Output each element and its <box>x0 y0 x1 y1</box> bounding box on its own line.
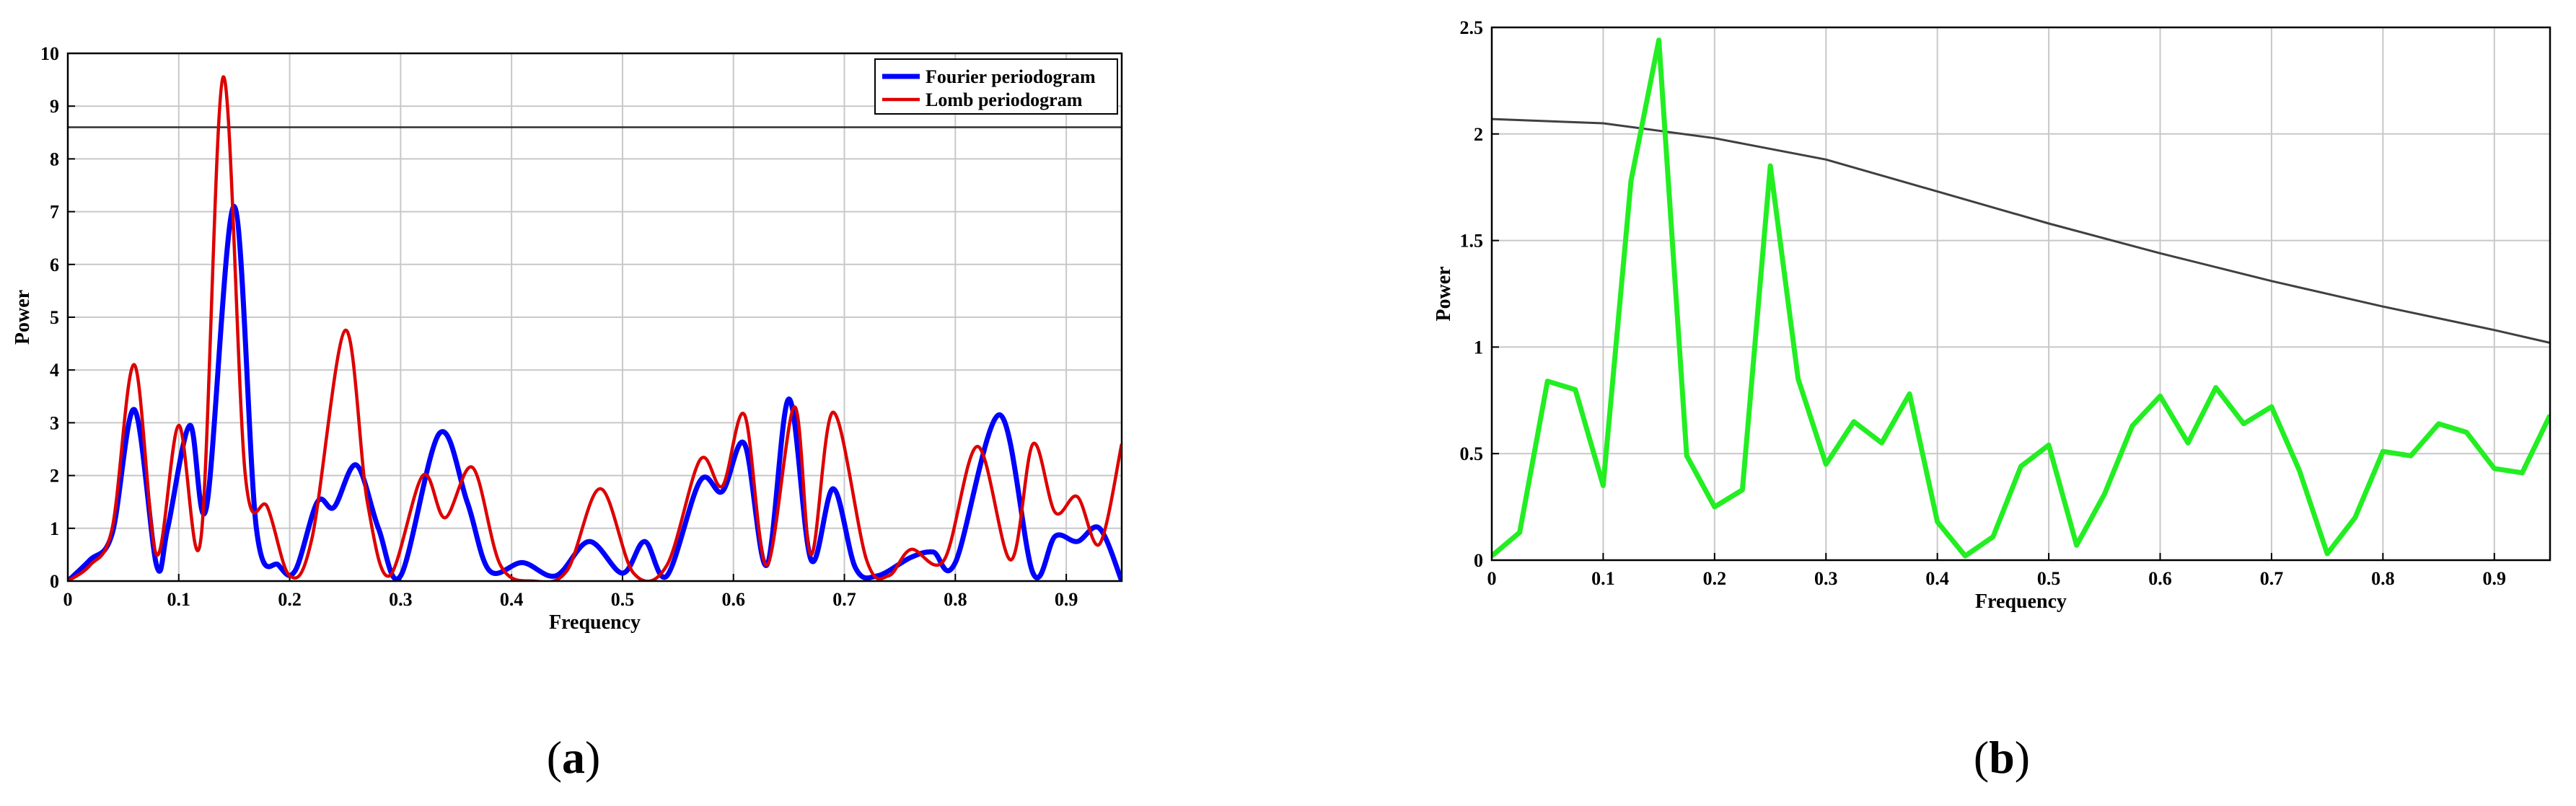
panel-a-x-tick-label: 0.3 <box>389 589 413 610</box>
panel-a-y-tick-label: 5 <box>50 307 59 328</box>
panel-a-x-tick-label: 0.7 <box>832 589 856 610</box>
panel-a-y-tick-label: 4 <box>50 360 59 381</box>
panel-b-y-tick-label: 0 <box>1474 550 1483 571</box>
panel-b-x-axis-label: Frequency <box>1975 590 2067 613</box>
panel-b-x-tick-label: 0 <box>1487 568 1497 589</box>
panel-b-threshold-curve <box>1491 118 2551 344</box>
panel-a-x-tick-label: 0.5 <box>611 589 635 610</box>
panel-a-y-tick-label: 9 <box>50 96 59 117</box>
panel-b-x-tick-label: 0.1 <box>1591 568 1615 589</box>
panel-a-x-tick-label: 0.8 <box>944 589 967 610</box>
panel-b-x-tick-label: 0.4 <box>1925 568 1949 589</box>
panel-a-legend <box>874 58 1118 115</box>
panel-a-x-tick-label: 0 <box>63 589 73 610</box>
panel-b-x-tick-label: 0.7 <box>2260 568 2284 589</box>
panel-b-x-tick-label: 0.5 <box>2037 568 2061 589</box>
panel-b-x-tick-label: 0.9 <box>2483 568 2507 589</box>
panel-b-y-tick-label: 1.5 <box>1460 231 1484 252</box>
panel-b-y-tick-label: 0.5 <box>1460 443 1484 464</box>
panel-a-x-tick-label: 0.2 <box>278 589 302 610</box>
panel-b-series-line-0 <box>1492 37 2550 559</box>
panel-a-y-tick-label: 10 <box>40 43 59 64</box>
panel-a-y-tick-label: 6 <box>50 254 59 275</box>
panel-a-y-tick-label: 0 <box>50 571 59 592</box>
panel-b-x-tick-label: 0.2 <box>1703 568 1727 589</box>
panel-a-caption: (a) <box>547 732 601 783</box>
panel-b-x-tick-label: 0.3 <box>1814 568 1838 589</box>
panel-a-y-tick-label: 8 <box>50 149 59 169</box>
panel-b-y-tick-label: 2 <box>1474 124 1483 145</box>
panel-b-y-tick-label: 2.5 <box>1460 17 1484 38</box>
panel-a-x-tick-label: 0.1 <box>167 589 191 610</box>
panel-a-x-tick-label: 0.4 <box>500 589 524 610</box>
panel-a-y-tick-label: 7 <box>50 202 59 223</box>
panel-a-x-tick-label: 0.9 <box>1055 589 1078 610</box>
panel-a-legend-label-0: Fourier periodogram <box>926 66 1096 87</box>
panel-b-chart: 0 0.1 0.2 0.3 0.4 0.5 0.6 0.7 0.8 0.9 0 0.5 1 1.5 2 2.5… <box>1433 17 2551 613</box>
panel-a-y-tick-label: 1 <box>50 518 59 539</box>
panel-b-caption: (b) <box>1974 732 2030 783</box>
panel-b-x-tick-label: 0.6 <box>2148 568 2172 589</box>
panel-a-y-tick-label: 3 <box>50 412 59 433</box>
panel-a-axes-frame <box>66 52 1123 583</box>
panel-a-x-axis-label: Frequency <box>549 611 641 634</box>
panel-a-chart: 0 0.1 0.2 0.3 0.4 0.5 0.6 0.7 0.8 0.9 0 1 2 3 4 5 6 7 8 9 10… <box>12 43 1123 634</box>
panel-a-y-axis-label: Power <box>12 290 34 345</box>
panel-a-legend-label-1: Lomb periodogram <box>926 89 1083 110</box>
panel-b-axes-frame <box>1490 26 2551 562</box>
panel-b-y-axis-label: Power <box>1433 266 1455 321</box>
panel-b-y-tick-label: 1 <box>1474 337 1483 358</box>
panel-b-plot-area <box>1492 27 2550 560</box>
panel-b-x-tick-label: 0.8 <box>2371 568 2395 589</box>
panel-a-y-tick-label: 2 <box>50 466 59 487</box>
panel-a-x-tick-label: 0.6 <box>721 589 745 610</box>
panel-a-series-line-1 <box>68 75 1122 581</box>
